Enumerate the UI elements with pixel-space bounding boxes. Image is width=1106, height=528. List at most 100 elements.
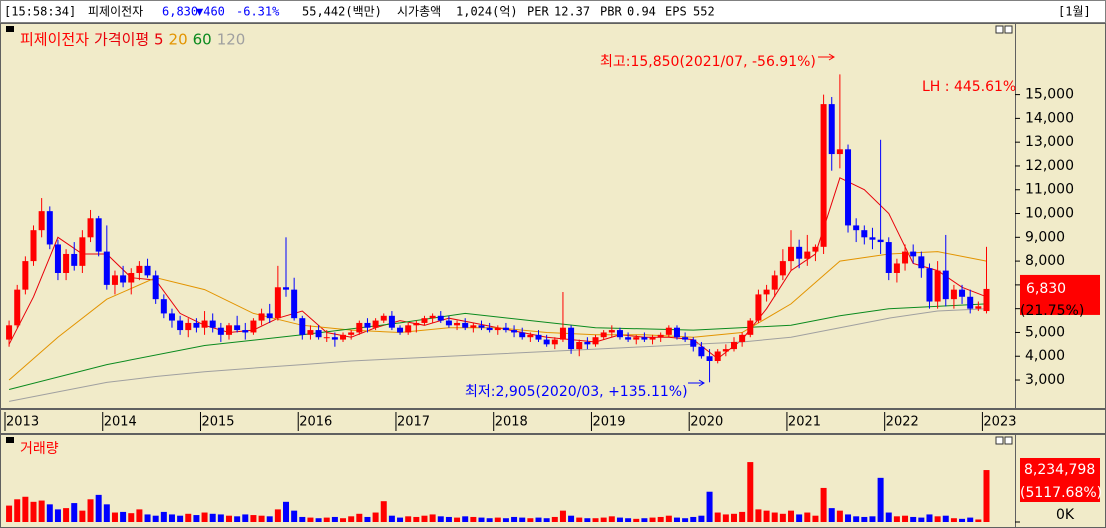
candle-body — [14, 289, 21, 326]
candle-body — [462, 322, 469, 328]
candle-body — [820, 104, 827, 247]
volume-bar — [869, 516, 876, 522]
volume-bar — [111, 512, 118, 522]
volume-bar — [926, 514, 933, 522]
candle-body — [869, 237, 876, 240]
candle-body — [111, 275, 118, 285]
candle-body — [160, 299, 167, 314]
volume-bar — [763, 510, 770, 522]
volume-bar — [429, 514, 436, 522]
candle-body — [340, 334, 347, 340]
candle-body — [87, 218, 94, 238]
candle-body — [763, 289, 770, 295]
candle-body — [698, 346, 705, 357]
volume-bar — [258, 515, 265, 522]
trade-amount: 55,442(백만) — [302, 5, 382, 19]
market-cap-label: 시가총액 — [397, 5, 441, 19]
candle-body — [836, 149, 843, 155]
panel-icon[interactable] — [6, 26, 14, 32]
volume-change-label: (5117.68%) — [1020, 485, 1102, 501]
volume-bar — [706, 491, 713, 522]
candle-body — [739, 334, 746, 342]
time: [15:58:34] — [4, 5, 76, 19]
change: ▼460 — [196, 5, 225, 19]
candle-body — [494, 327, 501, 331]
candle-body — [633, 337, 640, 340]
candle-body — [690, 339, 697, 347]
volume-bar — [6, 505, 13, 522]
volume-bar — [307, 517, 314, 522]
candle-body — [812, 246, 819, 252]
volume-bar — [388, 515, 395, 522]
volume-bar — [934, 516, 941, 522]
volume-bar — [730, 513, 737, 522]
candle-body — [372, 320, 379, 328]
candle-body — [209, 320, 216, 328]
volume-bar — [950, 518, 957, 522]
legend-entry: 20 — [169, 31, 188, 49]
volume-bar — [160, 511, 167, 522]
volume-bar — [559, 510, 566, 522]
panel-icon[interactable] — [6, 437, 14, 443]
candle-body — [616, 330, 623, 338]
x-tick-label: 2015 — [201, 415, 234, 430]
volume-bar — [641, 518, 648, 522]
eps-label: EPS — [665, 5, 687, 19]
candle-body — [527, 334, 534, 338]
candle-body — [568, 327, 575, 350]
candle-body — [926, 268, 933, 302]
candle-body — [959, 289, 966, 297]
volume-bar — [250, 515, 257, 522]
lh-annotation: LH : 445.61% — [922, 79, 1016, 95]
candle-body — [331, 337, 338, 340]
volume-bar — [201, 512, 208, 522]
candle-body — [950, 289, 957, 300]
candle-body — [511, 330, 518, 333]
volume-bar — [331, 516, 338, 522]
y-tick-label: 3,000 — [1025, 372, 1065, 388]
volume-bar — [942, 515, 949, 522]
panel-button[interactable] — [995, 436, 1004, 445]
volume-bar — [788, 510, 795, 522]
y-tick-label: 14,000 — [1025, 110, 1074, 126]
x-tick-label: 2022 — [886, 415, 919, 430]
candle-body — [348, 332, 355, 335]
x-tick-label: 2013 — [6, 415, 39, 430]
candle-body — [470, 325, 477, 328]
candle-body — [486, 327, 493, 331]
volume-bar — [779, 513, 786, 522]
volume-bar — [225, 515, 232, 522]
candle-body — [673, 327, 680, 338]
volume-bar — [967, 517, 974, 522]
change-pct: -6.31% — [236, 5, 280, 19]
candle-body — [918, 256, 925, 269]
volume-bar — [682, 518, 689, 522]
candle-body — [543, 339, 550, 345]
volume-bar — [14, 499, 21, 522]
panel-button[interactable] — [1004, 436, 1013, 445]
y-tick-label: 9,000 — [1025, 229, 1065, 245]
volume-bar — [340, 518, 347, 522]
x-tick-label: 2018 — [495, 415, 528, 430]
candle-body — [274, 287, 281, 319]
panel-button[interactable] — [1004, 25, 1013, 34]
candle-body — [6, 325, 13, 340]
candle-body — [714, 351, 721, 361]
volume-bar — [266, 516, 273, 522]
volume-bar — [299, 516, 306, 522]
candle-body — [193, 322, 200, 328]
panel-button[interactable] — [995, 25, 1004, 34]
volume-bar — [54, 509, 61, 522]
volume-bar — [812, 515, 819, 522]
candle-body — [128, 272, 135, 283]
x-tick-label: 2021 — [788, 415, 821, 430]
candle-body — [168, 313, 175, 321]
low-annotation: 최저:2,905(2020/03, +135.11%) — [465, 384, 688, 400]
candle-body — [535, 334, 542, 340]
candle-body — [225, 325, 232, 335]
candle-body — [592, 337, 599, 345]
volume-bar — [902, 515, 909, 522]
period[interactable]: [1월] — [1058, 5, 1091, 19]
x-tick-label: 2023 — [983, 415, 1016, 430]
